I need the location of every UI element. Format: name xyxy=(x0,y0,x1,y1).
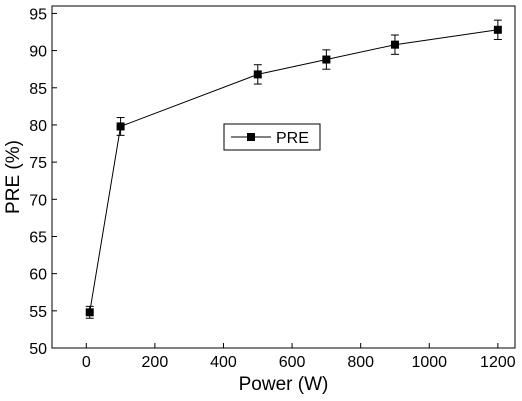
plot-frame xyxy=(51,5,516,349)
x-tick-label: 1200 xyxy=(480,354,516,371)
y-axis-title: PRE (%) xyxy=(3,140,24,214)
y-tick-label: 50 xyxy=(29,341,47,358)
y-tick-label: 70 xyxy=(29,192,47,209)
data-point xyxy=(85,308,94,317)
y-tick-label: 65 xyxy=(29,229,47,246)
x-tick-label: 800 xyxy=(347,354,374,371)
y-tick-label: 80 xyxy=(29,118,47,135)
data-point xyxy=(116,122,125,131)
series-line xyxy=(89,29,498,313)
series-layer xyxy=(85,19,502,319)
x-tick-label: 1000 xyxy=(411,354,447,371)
data-point xyxy=(253,70,262,79)
legend-marker xyxy=(247,133,255,141)
y-tick-label: 60 xyxy=(29,267,47,284)
y-tick-label: 85 xyxy=(29,81,47,98)
y-tick-label: 75 xyxy=(29,155,47,172)
x-tick-label: 200 xyxy=(142,354,169,371)
legend: PRE xyxy=(223,123,321,151)
data-point xyxy=(322,55,331,64)
x-tick-label: 0 xyxy=(82,354,91,371)
y-axis: 50 55 60 65 70 75 80 85 90 95 xyxy=(29,6,57,358)
x-axis: 0 200 400 600 800 1000 1200 xyxy=(82,343,516,371)
y-tick-label: 95 xyxy=(29,6,47,23)
y-tick-label: 55 xyxy=(29,304,47,321)
x-tick-label: 400 xyxy=(210,354,237,371)
x-tick-label: 600 xyxy=(279,354,306,371)
data-point xyxy=(493,25,502,34)
x-axis-title: Power (W) xyxy=(239,374,329,395)
legend-label: PRE xyxy=(276,130,309,147)
y-tick-label: 90 xyxy=(29,44,47,61)
data-point xyxy=(390,40,399,49)
